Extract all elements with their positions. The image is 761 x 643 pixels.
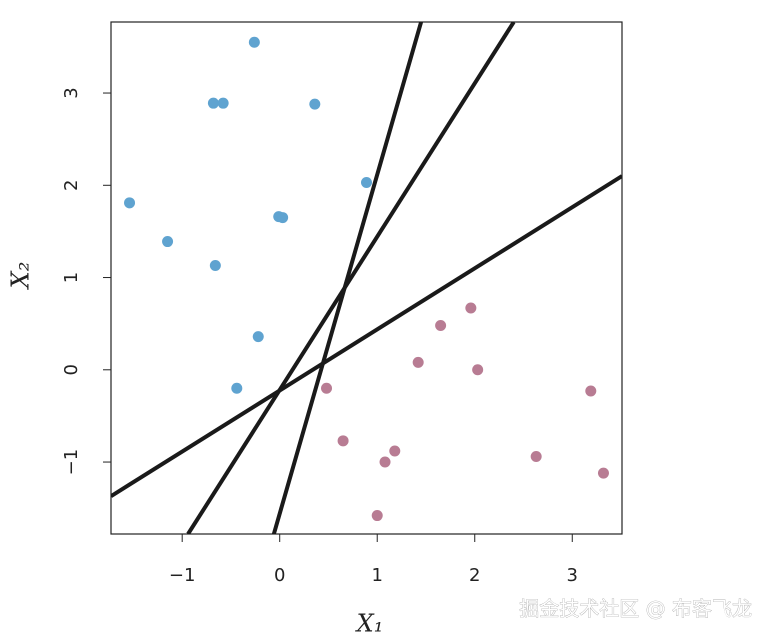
point: [277, 212, 289, 224]
point: [412, 356, 424, 368]
point: [337, 435, 349, 447]
point: [465, 302, 477, 314]
separating-line: [111, 174, 622, 498]
y-axis-label: X₂: [7, 262, 35, 291]
point: [207, 97, 219, 109]
x-tick-label: −1: [169, 565, 196, 586]
point: [435, 320, 447, 332]
y-tick-label: 1: [61, 272, 82, 283]
point: [209, 260, 221, 272]
point: [389, 445, 401, 457]
point: [162, 236, 174, 248]
point: [371, 510, 383, 522]
point: [585, 385, 597, 397]
point: [252, 331, 264, 343]
point: [231, 382, 243, 394]
y-tick-label: 3: [61, 87, 82, 98]
point: [530, 451, 542, 463]
x-tick-label: 1: [372, 565, 383, 586]
point: [124, 197, 136, 209]
point: [379, 456, 391, 468]
x-tick-label: 3: [567, 565, 578, 586]
point: [361, 177, 372, 189]
point: [309, 98, 321, 110]
plot-frame: [110, 21, 623, 535]
point: [217, 97, 229, 109]
x-axis-label: X₁: [355, 610, 384, 638]
y-tick-label: 2: [61, 180, 82, 191]
y-tick-label: 0: [61, 364, 82, 375]
y-tick-label: −1: [61, 449, 82, 476]
point: [597, 467, 609, 479]
point: [321, 382, 333, 394]
watermark: 掘金技术社区 @ 布客飞龙: [519, 597, 752, 621]
x-tick-label: 0: [274, 565, 285, 586]
x-tick-label: 2: [469, 565, 480, 586]
separating-line: [186, 22, 516, 534]
point: [248, 36, 260, 48]
separating-line: [271, 22, 424, 534]
point: [472, 364, 484, 376]
